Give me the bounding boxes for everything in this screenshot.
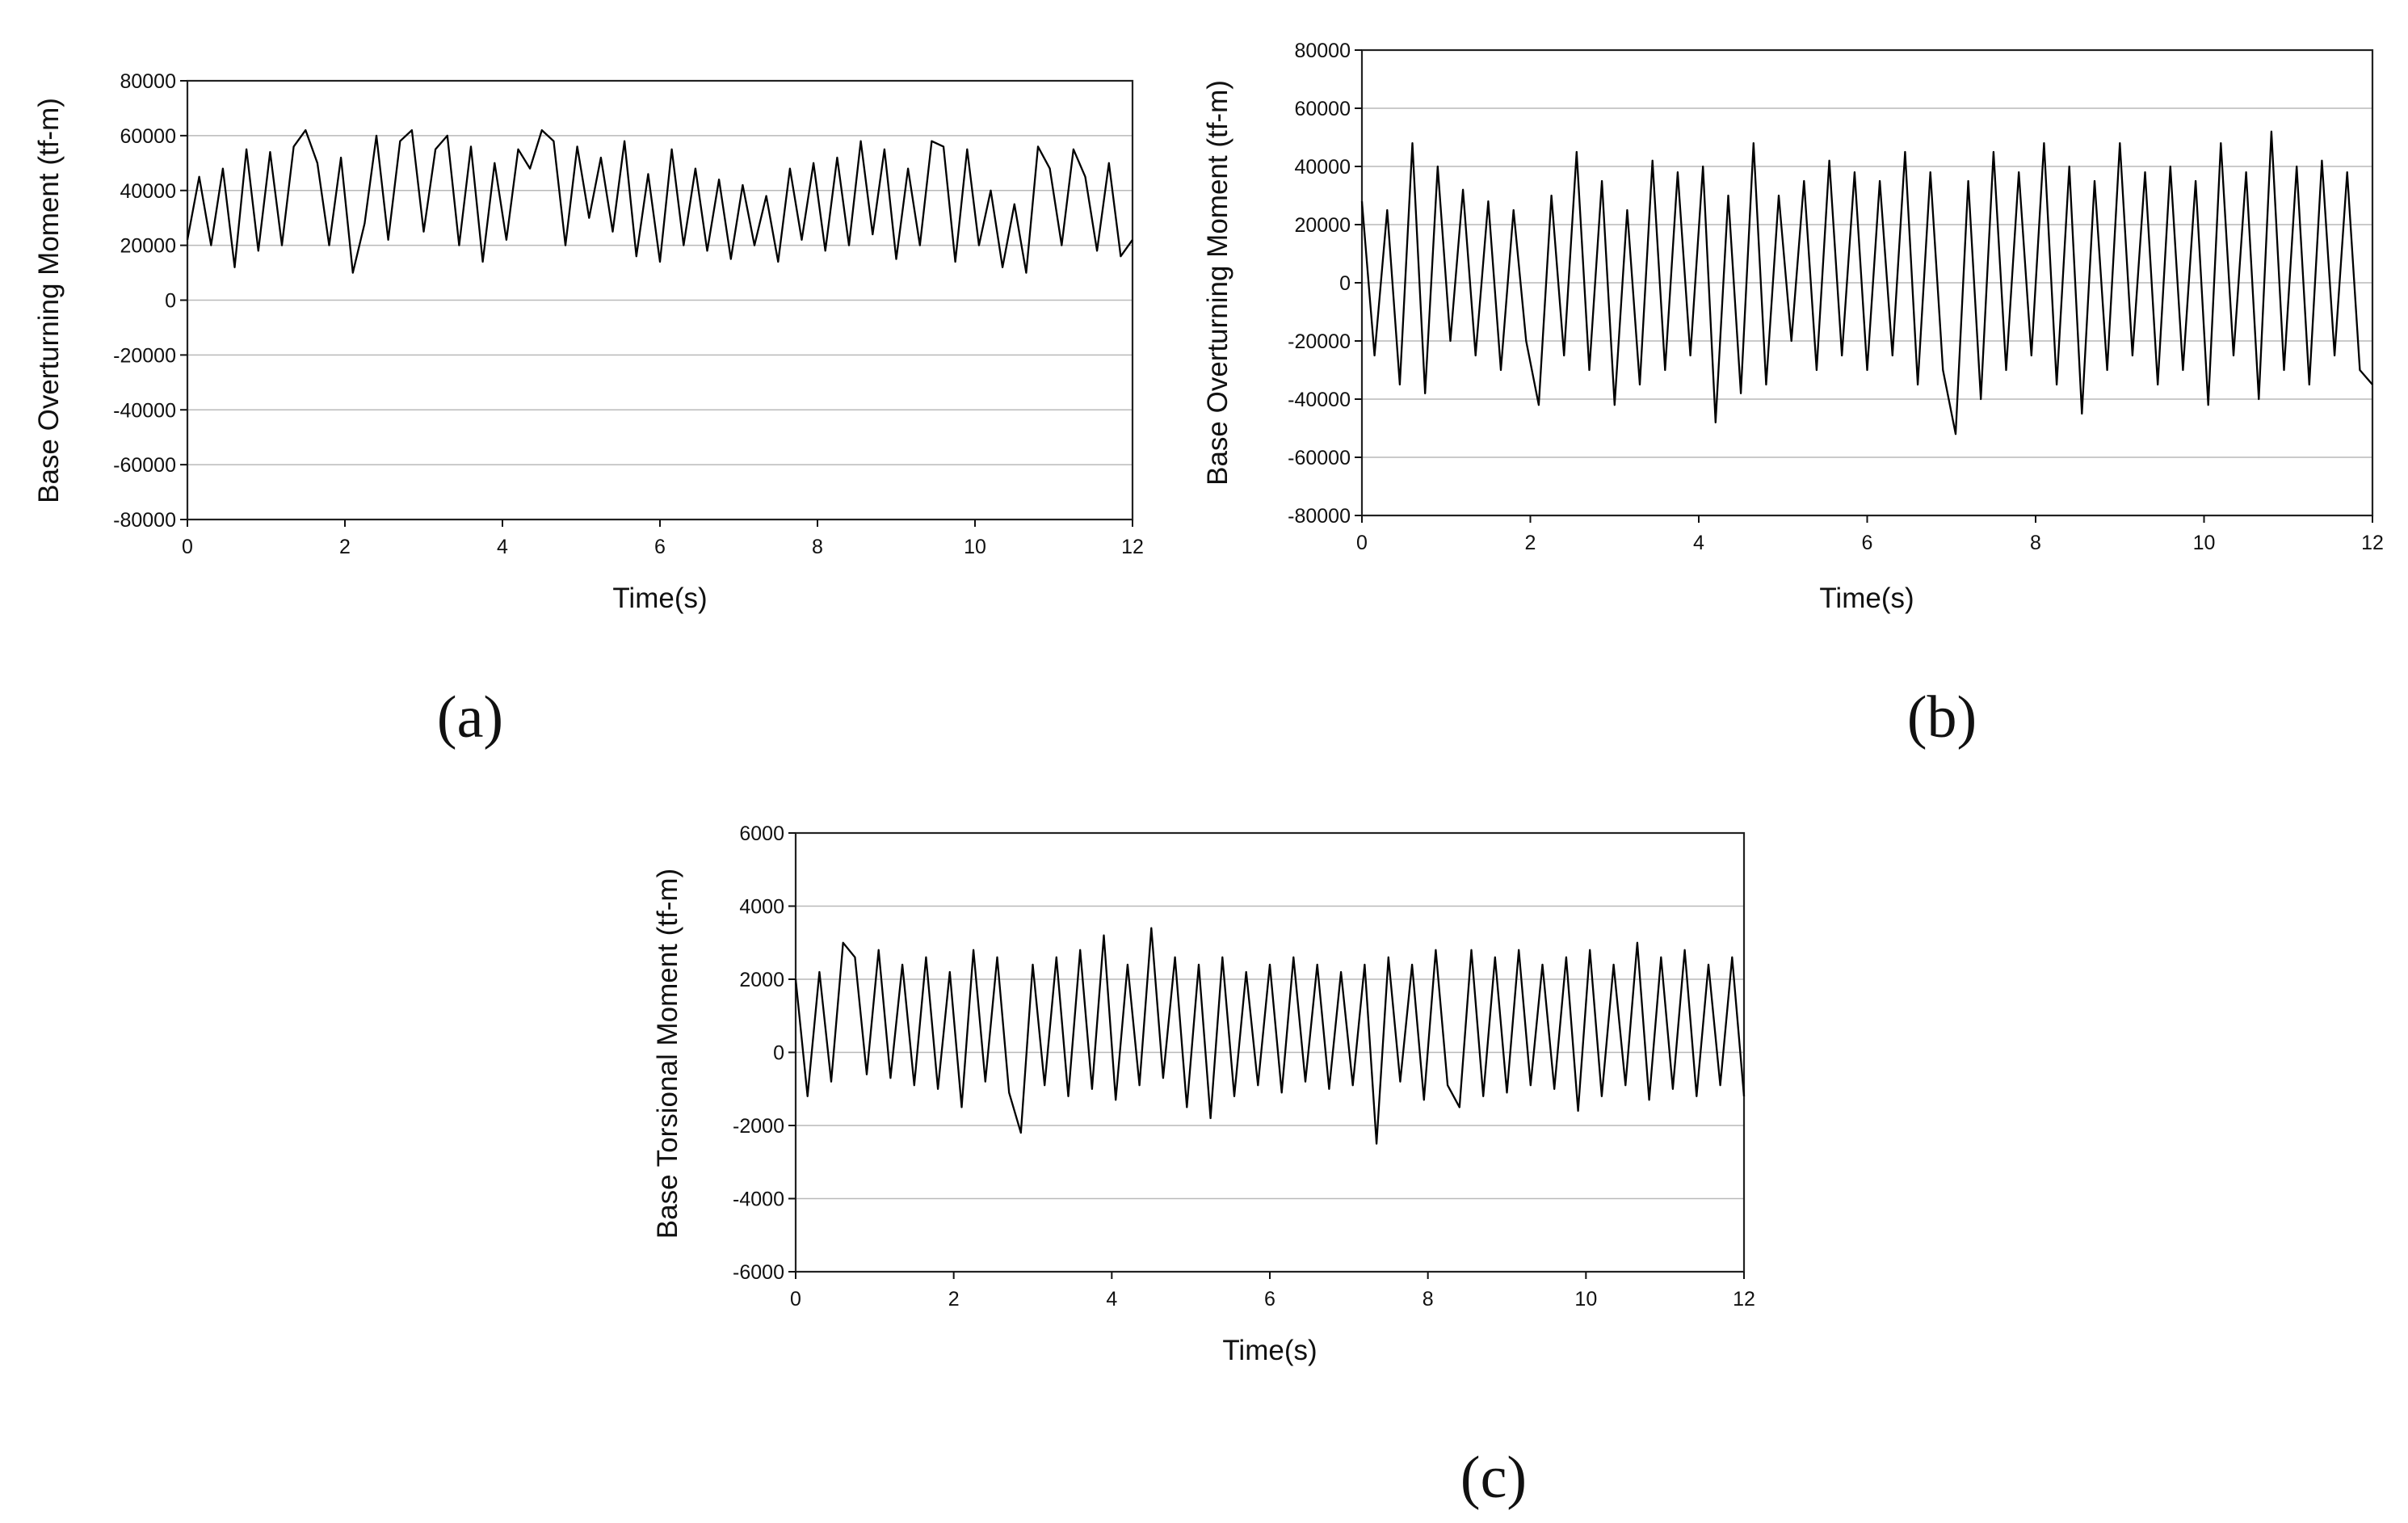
y-tick-label: 4000: [739, 896, 784, 919]
y-tick-label: 40000: [1294, 156, 1351, 179]
y-tick-label: 2000: [739, 969, 784, 991]
y-tick-label: -60000: [113, 454, 176, 477]
series-line: [1360, 130, 2373, 435]
x-tick-label: 6: [654, 536, 666, 558]
y-tick-label: 20000: [1294, 214, 1351, 237]
x-tick-label: 8: [1423, 1288, 1434, 1311]
y-tick-label: -20000: [113, 344, 176, 367]
y-tick-label: 0: [1339, 272, 1351, 295]
x-tick-label: 6: [1862, 532, 1873, 554]
y-tick-label: 20000: [120, 235, 176, 258]
series-line: [794, 927, 1746, 1145]
y-axis-title: Base Torsional Moment (tf-m): [652, 869, 683, 1239]
x-tick-label: 4: [1106, 1288, 1117, 1311]
chart-panel-b: 80000 60000 40000 20000 0 -20000 -40000 -60000 -…: [1202, 40, 2384, 751]
panel-label: (b): [1907, 684, 1977, 751]
x-tick-label: 12: [1733, 1288, 1755, 1311]
y-tick-label: 60000: [1294, 98, 1351, 120]
x-tick-label: 4: [1693, 532, 1704, 554]
x-axis-title: Time(s): [1819, 583, 1914, 614]
x-tick-label: 12: [2361, 532, 2384, 554]
x-axis-title: Time(s): [1222, 1335, 1317, 1366]
y-tick-label: -4000: [733, 1189, 784, 1211]
y-tick-label: -6000: [733, 1261, 784, 1284]
chart-panel-a: 80000 60000 40000 20000 0 -20000 -40000 -60000 -…: [33, 70, 1144, 751]
x-tick-label: 8: [812, 536, 823, 558]
x-tick-label: 2: [1525, 532, 1536, 554]
x-tick-label: 0: [182, 536, 193, 558]
y-tick-label: -2000: [733, 1115, 784, 1138]
x-tick-label: 10: [1574, 1288, 1597, 1311]
x-tick-label: 2: [339, 536, 351, 558]
x-tick-label: 4: [497, 536, 508, 558]
x-tick-label: 2: [948, 1288, 960, 1311]
y-tick-label: -40000: [113, 399, 176, 422]
x-tick-label: 8: [2030, 532, 2041, 554]
y-axis-title: Base Overturning Moment (tf-m): [1202, 80, 1233, 486]
series-line: [186, 128, 1133, 274]
x-tick-label: 0: [1356, 532, 1368, 554]
y-tick-label: -80000: [1288, 505, 1351, 528]
x-tick-label: 10: [2193, 532, 2216, 554]
y-tick-label: -40000: [1288, 389, 1351, 411]
y-tick-label: 60000: [120, 125, 176, 148]
y-tick-label: -60000: [1288, 447, 1351, 469]
y-tick-label: 0: [165, 290, 176, 313]
chart-panel-c: 6000 4000 2000 0 -2000 -4000 -6000 0 2 4 6 8 10 12 Tim…: [652, 823, 1755, 1511]
panel-label: (c): [1460, 1445, 1527, 1511]
x-tick-label: 6: [1264, 1288, 1275, 1311]
x-tick-label: 10: [964, 536, 986, 558]
y-tick-label: 6000: [739, 823, 784, 845]
x-tick-label: 12: [1121, 536, 1144, 558]
y-axis-title: Base Overturning Moment (tf-m): [33, 98, 65, 503]
y-tick-label: 0: [773, 1042, 784, 1065]
y-tick-label: -20000: [1288, 330, 1351, 353]
y-tick-label: 80000: [120, 70, 176, 93]
x-axis-title: Time(s): [612, 583, 707, 614]
y-tick-label: -80000: [113, 509, 176, 532]
y-tick-label: 80000: [1294, 40, 1351, 62]
panel-label: (a): [437, 684, 503, 751]
y-tick-label: 40000: [120, 180, 176, 203]
x-tick-label: 0: [790, 1288, 801, 1311]
